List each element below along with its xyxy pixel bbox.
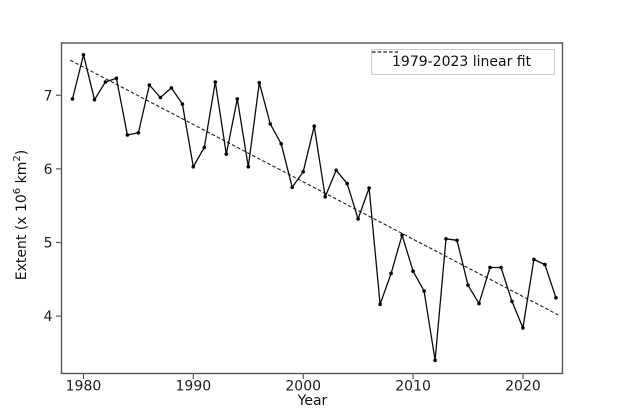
y-tick-label: 5 bbox=[44, 235, 53, 251]
data-point bbox=[334, 168, 339, 173]
x-tick-label: 1990 bbox=[176, 379, 212, 395]
y-tick-label: 7 bbox=[44, 88, 53, 104]
legend-dash-icon bbox=[372, 51, 398, 53]
y-tick-label: 6 bbox=[44, 162, 53, 178]
data-point bbox=[114, 76, 119, 81]
data-point bbox=[543, 262, 547, 267]
data-point bbox=[202, 145, 207, 150]
data-point bbox=[268, 122, 273, 126]
data-point bbox=[279, 142, 284, 146]
legend-label: 1979-2023 linear fit bbox=[392, 54, 532, 70]
data-point bbox=[367, 186, 371, 190]
data-point bbox=[92, 97, 97, 102]
data-point bbox=[301, 170, 306, 174]
data-point bbox=[312, 124, 317, 128]
axes-frame bbox=[60, 42, 564, 375]
y-tick-label: 4 bbox=[44, 309, 53, 325]
data-point bbox=[246, 164, 251, 169]
data-point bbox=[532, 257, 536, 262]
data-point bbox=[70, 97, 75, 101]
y-axis-label: Extent (x 106 km2) bbox=[12, 140, 30, 290]
data-point bbox=[411, 269, 415, 274]
data-point bbox=[180, 102, 185, 106]
data-point bbox=[466, 283, 470, 288]
x-tick-label: 2020 bbox=[505, 379, 541, 395]
data-point bbox=[400, 233, 404, 237]
data-point bbox=[356, 217, 360, 221]
data-point bbox=[235, 97, 240, 101]
data-point bbox=[389, 271, 393, 276]
y-axis-label-mid: km bbox=[14, 161, 30, 188]
y-axis-label-superscript-2: 2 bbox=[12, 155, 23, 162]
data-point bbox=[554, 295, 558, 300]
data-point bbox=[158, 95, 163, 100]
data-point bbox=[378, 302, 382, 307]
data-point bbox=[224, 152, 229, 156]
data-point bbox=[136, 131, 141, 135]
y-axis-label-prefix: Extent (x 10 bbox=[14, 194, 30, 281]
x-tick-label: 2000 bbox=[285, 379, 321, 395]
data-point bbox=[521, 326, 525, 330]
data-point bbox=[125, 133, 130, 137]
data-point bbox=[499, 265, 503, 270]
legend: 1979-2023 linear fit bbox=[371, 49, 555, 75]
data-point bbox=[290, 185, 295, 190]
series-line bbox=[71, 54, 557, 361]
data-point bbox=[510, 299, 514, 304]
data-point bbox=[488, 265, 492, 270]
data-point bbox=[257, 80, 262, 85]
data-point bbox=[147, 83, 152, 87]
data-point bbox=[169, 86, 174, 90]
x-tick-label: 1980 bbox=[66, 379, 102, 395]
y-axis-label-suffix: ) bbox=[14, 149, 30, 156]
data-point bbox=[81, 53, 86, 57]
data-point bbox=[323, 195, 328, 199]
data-point bbox=[444, 237, 448, 241]
data-point bbox=[103, 80, 108, 84]
trend-line bbox=[70, 59, 559, 316]
data-point bbox=[213, 80, 218, 84]
data-point bbox=[433, 358, 437, 363]
x-axis-label: Year bbox=[297, 393, 328, 409]
data-point bbox=[477, 301, 481, 306]
data-point bbox=[455, 238, 459, 243]
y-axis-label-superscript-6: 6 bbox=[12, 187, 23, 195]
data-point bbox=[422, 289, 426, 293]
data-point bbox=[345, 181, 350, 186]
x-tick-label: 2010 bbox=[395, 379, 431, 395]
data-point bbox=[191, 164, 196, 169]
